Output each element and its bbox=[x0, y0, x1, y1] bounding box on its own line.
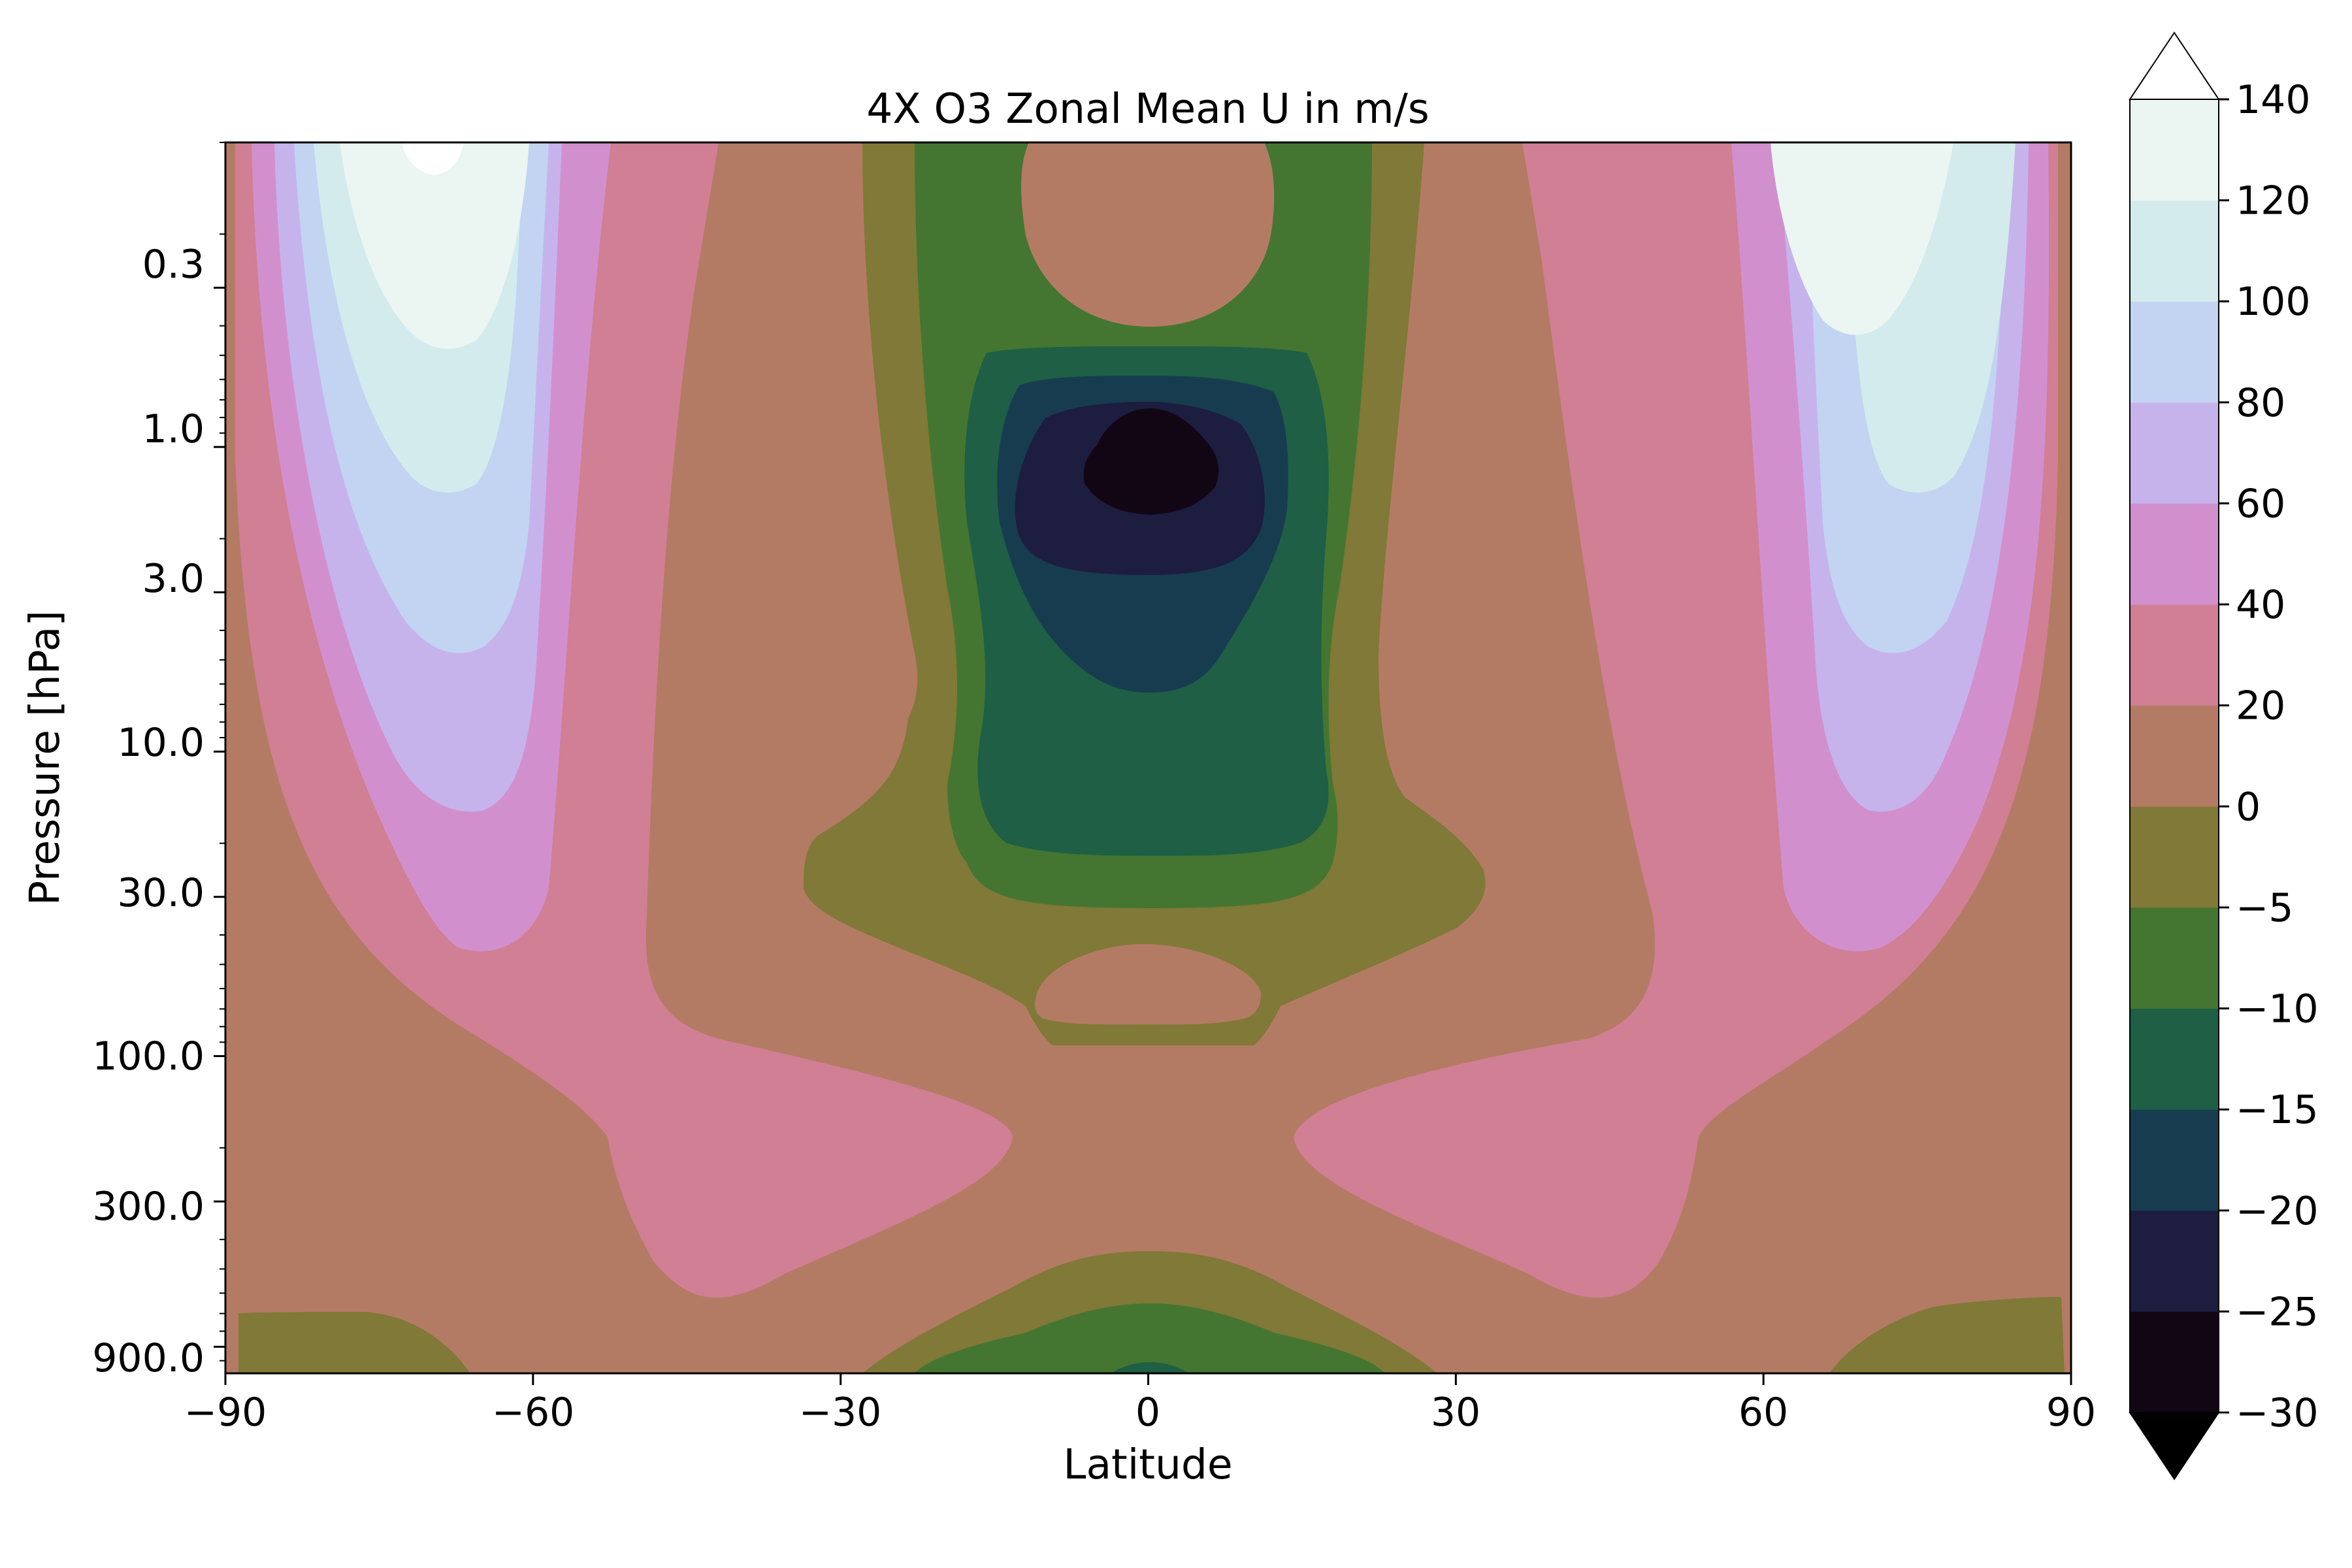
y-tick-label: 1.0 bbox=[142, 406, 204, 452]
contour-fill-neg5-0-north-polar bbox=[1829, 1297, 2065, 1373]
colorbar-tick-label: 40 bbox=[2236, 582, 2285, 628]
colorbar-block bbox=[2130, 907, 2219, 1009]
contour-fill-neg30-neg25 bbox=[1083, 408, 1219, 515]
contour-fills bbox=[235, 142, 2065, 1373]
x-tick-label: −30 bbox=[799, 1390, 882, 1435]
colorbar-tick-label: 120 bbox=[2236, 178, 2311, 224]
colorbar-tick-label: 20 bbox=[2236, 683, 2285, 729]
contour-fill-neg15-neg10-surface bbox=[1111, 1362, 1189, 1373]
x-tick-label: −60 bbox=[492, 1390, 575, 1435]
x-axis: −90 −60 −30 0 30 60 90 Latitude bbox=[184, 1373, 2096, 1488]
x-axis-label: Latitude bbox=[1063, 1441, 1232, 1488]
colorbar-extend-over bbox=[2129, 31, 2220, 100]
x-tick-label: 30 bbox=[1431, 1390, 1480, 1435]
colorbar-block bbox=[2130, 705, 2219, 807]
contour-fill-120-140 bbox=[340, 142, 529, 349]
contour-fill-0-20-upper-island bbox=[1021, 142, 1275, 327]
y-axis: 0.3 1.0 3.0 10.0 30.0 100.0 300.0 900.0 … bbox=[21, 142, 225, 1381]
colorbar-tick-label: −30 bbox=[2236, 1390, 2319, 1436]
colorbar-block bbox=[2130, 1311, 2219, 1413]
x-tick-label: −90 bbox=[184, 1390, 267, 1435]
colorbar: −30 −25 −20 −15 −10 −5 0 20 40 60 80 100 120 140 bbox=[2129, 31, 2319, 1480]
y-tick-label: 300.0 bbox=[92, 1184, 204, 1230]
colorbar-block bbox=[2130, 503, 2219, 605]
contour-fill-above-140 bbox=[402, 142, 464, 175]
colorbar-tick-label: 60 bbox=[2236, 481, 2285, 527]
contour-fill-neg10-neg5-surface bbox=[915, 1303, 1385, 1373]
x-tick-label: 90 bbox=[2046, 1390, 2096, 1435]
y-axis-label: Pressure [hPa] bbox=[21, 610, 69, 906]
colorbar-block bbox=[2130, 1109, 2219, 1211]
y-tick-label: 3.0 bbox=[142, 556, 204, 602]
colorbar-tick-label: 100 bbox=[2236, 279, 2311, 325]
y-tick-label: 30.0 bbox=[117, 870, 204, 916]
colorbar-tick-label: −15 bbox=[2236, 1087, 2319, 1133]
colorbar-tick-label: −5 bbox=[2236, 885, 2293, 931]
y-tick-label: 900.0 bbox=[92, 1335, 204, 1381]
colorbar-block bbox=[2130, 402, 2219, 504]
colorbar-tick-label: −20 bbox=[2236, 1188, 2319, 1234]
colorbar-tick-label: 0 bbox=[2236, 784, 2261, 830]
colorbar-block bbox=[2130, 301, 2219, 403]
y-tick-label: 0.3 bbox=[142, 242, 204, 287]
colorbar-block bbox=[2130, 604, 2219, 706]
x-tick-label: 60 bbox=[1739, 1390, 1788, 1435]
y-tick-label: 100.0 bbox=[92, 1034, 204, 1079]
colorbar-block bbox=[2130, 806, 2219, 908]
colorbar-block bbox=[2130, 1008, 2219, 1110]
colorbar-block bbox=[2130, 1210, 2219, 1312]
plot-area bbox=[224, 141, 2072, 1375]
colorbar-block bbox=[2130, 200, 2219, 302]
contour-fill-120-140 bbox=[1771, 142, 1953, 335]
colorbar-tick-label: −10 bbox=[2236, 987, 2319, 1032]
colorbar-tick-label: 140 bbox=[2236, 77, 2311, 123]
colorbar-frame bbox=[2129, 99, 2219, 1413]
x-tick-label: 0 bbox=[1135, 1390, 1160, 1435]
chart-title: 4X O3 Zonal Mean U in m/s bbox=[866, 85, 1429, 133]
colorbar-block bbox=[2130, 99, 2219, 201]
y-tick-label: 10.0 bbox=[117, 720, 204, 766]
contour-fill-0-20-lower-island bbox=[1034, 944, 1261, 1025]
colorbar-extend-under bbox=[2129, 1412, 2220, 1480]
colorbar-tick-label: 80 bbox=[2236, 380, 2285, 426]
colorbar-tick-label: −25 bbox=[2236, 1289, 2319, 1335]
contour-fill-neg5-0-south-polar bbox=[238, 1312, 470, 1373]
